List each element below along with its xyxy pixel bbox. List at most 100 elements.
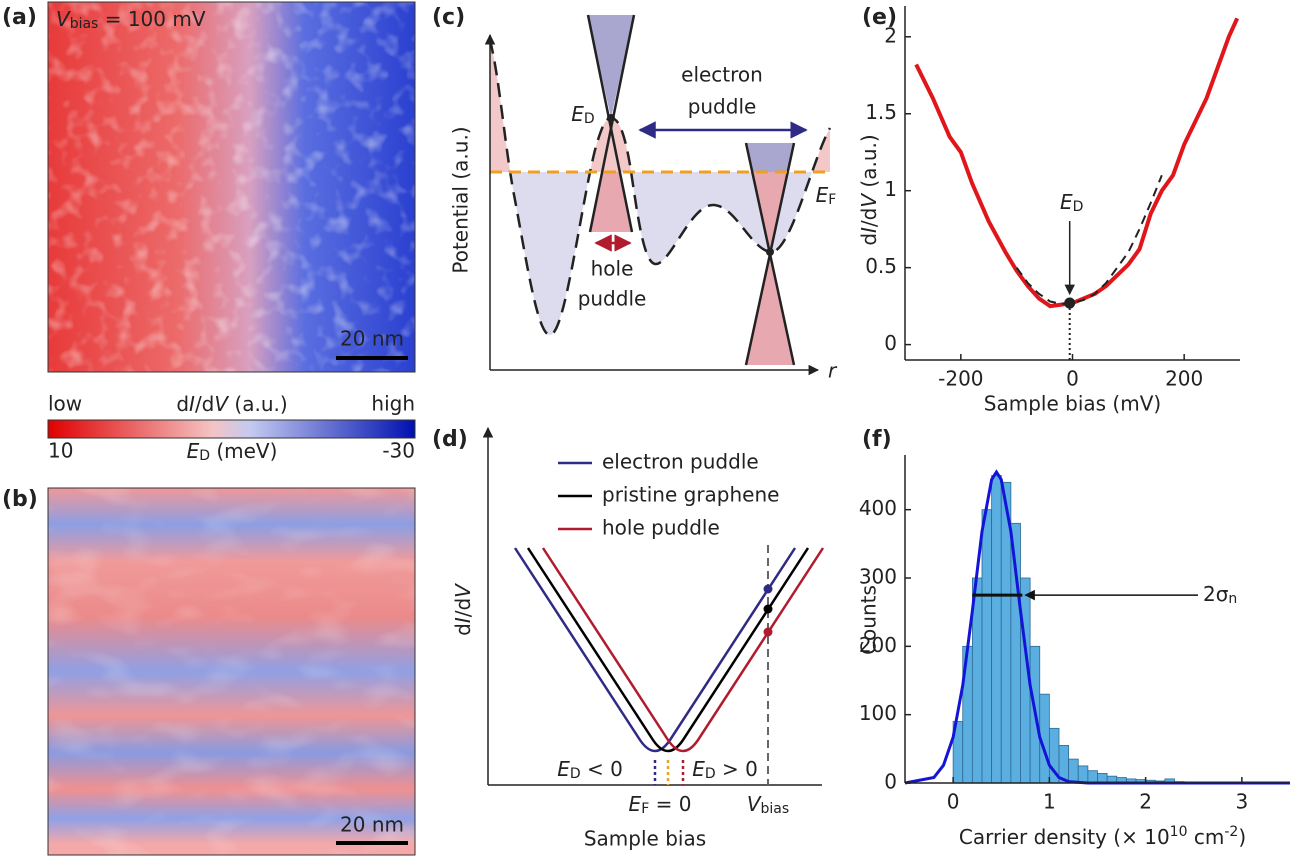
hole-label: puddle — [578, 287, 647, 311]
text-part: D — [199, 448, 210, 464]
y-tick-label: 0 — [884, 770, 897, 794]
y-tick-label: 0 — [884, 331, 897, 355]
x-tick-label: -200 — [938, 367, 983, 391]
legend-label: hole puddle — [602, 516, 720, 540]
dirac-positive-label: ED > 0 — [692, 757, 758, 783]
text-part: bias — [761, 801, 790, 817]
x-axis-label: Sample bias — [584, 827, 706, 851]
line-series — [1015, 174, 1163, 305]
text-part: 2σ — [1203, 582, 1229, 606]
panel-label: (c) — [432, 5, 465, 30]
electron-label: electron — [681, 63, 763, 87]
text-part: I — [189, 392, 195, 416]
electron-label: puddle — [688, 95, 757, 119]
text-part: E — [1060, 190, 1073, 214]
text-part: > 0 — [716, 757, 758, 781]
histogram-bar — [981, 509, 993, 784]
text-part: E — [629, 792, 642, 816]
text-part: < 0 — [581, 757, 623, 781]
annotation-label: 2σn — [1203, 582, 1237, 608]
scale-bar-label: 20 nm — [340, 327, 404, 351]
x-axis-label: Sample bias (mV) — [984, 392, 1161, 416]
x-tick-label: 200 — [1165, 367, 1203, 391]
panel-label: (f) — [862, 427, 892, 452]
text-part: V — [451, 583, 475, 598]
text-part: cm — [1188, 825, 1225, 849]
text-part: F — [828, 192, 836, 208]
histogram-bar — [1087, 770, 1098, 784]
x-tick-label: 0 — [1066, 367, 1079, 391]
dirac-negative-label: ED < 0 — [557, 757, 623, 783]
y-axis-label: Potential (a.u.) — [449, 126, 473, 273]
y-tick-label: 1 — [884, 177, 897, 201]
x-tick-label: 3 — [1236, 790, 1249, 814]
panel-label: (b) — [2, 487, 38, 512]
dirac-point — [1064, 297, 1076, 309]
bias-label: Vbias = 100 mV — [56, 7, 206, 33]
colorbar-energy: ED (meV) — [187, 439, 278, 465]
y-axis-label: dI/dV (a.u.) — [857, 134, 881, 245]
text-part: ) — [1238, 825, 1246, 849]
panel-label: (a) — [2, 5, 37, 30]
text-part: V — [857, 193, 881, 208]
bias-dot — [763, 627, 773, 637]
text-part: I — [857, 227, 881, 233]
y-axis-label: Counts — [857, 585, 881, 655]
text-part: E — [557, 757, 570, 781]
didv-curve — [513, 547, 797, 753]
fermi-label: EF — [816, 183, 837, 209]
text-part: = 0 — [649, 792, 691, 816]
text-part: D — [1073, 199, 1084, 215]
histogram-bar — [991, 475, 1002, 784]
legend-label: electron puddle — [602, 450, 759, 474]
text-part: (a.u.) — [857, 134, 881, 194]
text-part: n — [1228, 591, 1237, 607]
text-part: V — [56, 7, 71, 31]
didv-curve — [541, 547, 825, 753]
colorbar-high: high — [371, 392, 415, 416]
text-part: D — [584, 111, 595, 127]
text-part: E — [187, 439, 200, 463]
text-part: V — [214, 392, 229, 416]
y-tick-label: 1.5 — [865, 100, 897, 124]
text-part: E — [692, 757, 705, 781]
map-a — [47, 1, 416, 373]
colorbar-tick-label: -30 — [382, 439, 415, 463]
text-part: (meV) — [210, 439, 277, 463]
x-axis-label: r — [828, 359, 838, 383]
text-part: d — [451, 623, 475, 636]
colorbar — [47, 419, 416, 439]
text-part: V — [747, 792, 762, 816]
x-tick-label: 1 — [1043, 790, 1056, 814]
panel-label: (e) — [862, 5, 897, 30]
y-tick-label: 200 — [859, 633, 897, 657]
text-part: F — [641, 801, 649, 817]
hole-label: hole — [591, 257, 634, 281]
text-part: -2 — [1224, 824, 1238, 840]
text-part: = 100 mV — [98, 7, 205, 31]
text-part: D — [705, 766, 716, 782]
y-tick-label: 100 — [859, 701, 897, 725]
text-part: E — [571, 102, 584, 126]
potential-diagram — [484, 14, 832, 376]
legend-label: pristine graphene — [602, 483, 779, 507]
bias-dot — [763, 604, 773, 614]
text-part: /d — [857, 208, 881, 227]
text-part: /d — [195, 392, 214, 416]
colorbar-low: low — [48, 392, 82, 416]
bias-label: Vbias — [747, 792, 789, 818]
text-part: I — [451, 617, 475, 623]
scale-bar-label: 20 nm — [340, 813, 404, 837]
text-part: /d — [451, 598, 475, 617]
y-tick-label: 400 — [859, 496, 897, 520]
y-tick-label: 0.5 — [865, 254, 897, 278]
didv-curve — [526, 547, 810, 753]
x-tick-label: 2 — [1139, 790, 1152, 814]
y-tick-label: 2 — [884, 23, 897, 47]
histogram-bar — [1077, 765, 1089, 784]
dirac-label: ED — [571, 102, 594, 128]
text-part: (a.u.) — [228, 392, 288, 416]
histogram-bar — [1068, 758, 1079, 784]
text-part: D — [570, 766, 581, 782]
